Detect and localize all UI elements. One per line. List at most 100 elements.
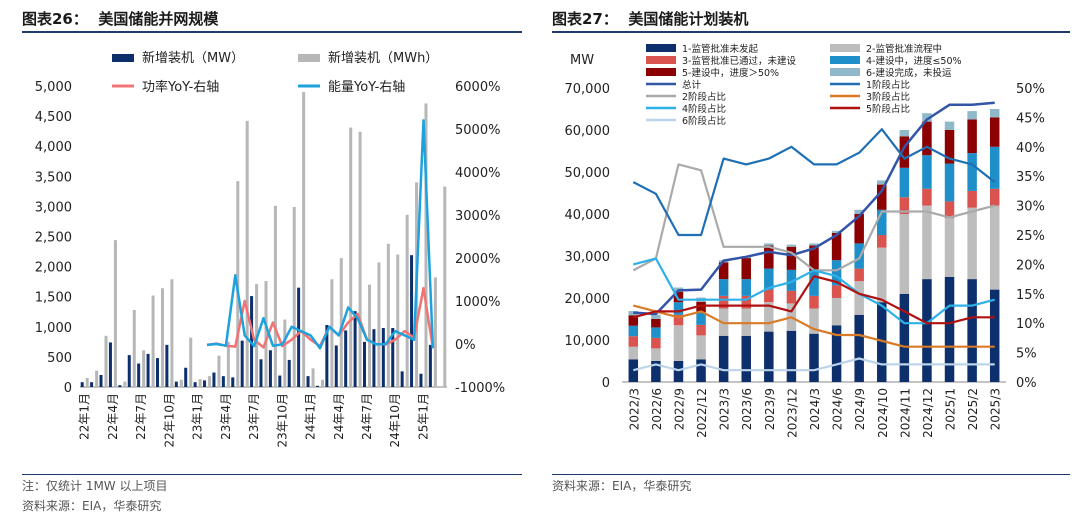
bar-stage4 [854,243,864,269]
bar-mw [344,330,348,387]
bar-mw [118,385,122,387]
bar-mw [372,329,376,387]
legend-swatch-stage5 [646,68,676,76]
legend-label-energy-yoy: 能量YoY-右轴 [328,80,405,95]
bar-mwh [424,103,428,387]
bar-stage5 [899,136,910,168]
bar-stage6 [854,209,864,214]
y-left-tick-label: 3,500 [35,170,72,185]
bar-stage6 [944,121,955,130]
y-right-tick-label: 2000% [455,252,500,267]
bar-stage4 [786,269,797,291]
bar-mw [410,255,414,387]
x-tick-label: 2025/1 [944,388,958,430]
legend-label-stage2: 2-监管批准流程中 [866,43,942,55]
right-panel: 图表27： 美国储能计划装机 MW 1-监管批准未发起 2-监管批准流程中 3-监管批… [540,0,1080,522]
bar-stage5 [967,119,977,154]
bar-stage5 [831,232,842,261]
left-title: 图表26： 美国储能并网规模 [22,10,219,28]
x-tick-label: 2022/6 [650,388,664,430]
y-left-tick-label: 20,000 [565,292,611,307]
y-left-tick-label: 40,000 [565,208,611,223]
bar-stage2 [673,325,684,361]
bar-mwh [217,355,221,387]
bar-stage3 [696,324,706,336]
bar-stage1 [831,325,842,382]
bar-stage3 [854,268,864,282]
bar-mwh [170,279,174,387]
line-share6 [633,357,995,372]
x-tick-label: 2022/3 [627,388,641,430]
bar-stage2 [922,205,932,280]
bar-mwh [95,370,99,387]
legend-label-share3: 3阶段占比 [866,91,910,103]
y-left-tick-label: 10,000 [565,334,611,349]
bar-mw [193,382,197,387]
bar-mwh [245,120,249,387]
bar-stage1 [989,289,1000,382]
left-source: 资料来源：EIA，华泰研究 [22,499,162,513]
y-right-tick-label: 15% [1016,288,1045,303]
bar-stage6 [877,180,887,185]
bar-stage6 [809,243,819,246]
bar-mw [419,373,423,387]
y-left-tick-label: 4,500 [35,110,72,125]
bar-mwh [368,284,372,387]
bar-stage1 [967,279,977,382]
bar-mw [381,328,385,387]
bar-mwh [311,368,315,387]
y-left-tick-label: 1,500 [35,291,72,306]
legend-swatch-stage6 [830,68,860,76]
bar-stage3 [899,197,910,214]
legend-label-share2: 2阶段占比 [682,91,726,103]
bar-stage3 [628,336,639,347]
bar-mw [174,381,178,387]
y-right-tick-label: 45% [1016,111,1045,126]
y-left-unit-label: MW [570,53,594,68]
bar-mwh [113,240,117,387]
bar-mw [127,355,131,387]
legend-label-total: 总计 [682,79,702,91]
bar-mwh [189,337,193,387]
bar-stage4 [831,260,842,286]
bar-mw [278,375,282,387]
bar-stage4 [696,312,706,325]
right-chart: MW 1-监管批准未发起 2-监管批准流程中 3-监管批准已通过，未建设 4-建设中，进… [565,43,1045,438]
y-left-tick-label: 1,000 [35,321,72,336]
bar-stage1 [741,335,751,382]
legend-swatch-mwh [298,54,320,62]
bar-stage3 [718,295,729,309]
bar-stage2 [831,298,842,326]
bar-mwh [85,377,89,387]
legend-label-mw: 新增装机（MW） [142,50,244,66]
line-share5 [633,275,995,325]
bar-stage4 [809,270,819,296]
line-share3 [633,304,995,348]
bar-stage3 [651,337,661,349]
bar-stage6 [922,113,932,122]
bar-stage4 [922,155,932,189]
bar-mw [306,376,310,387]
bar-stage4 [741,279,751,296]
right-bottom-rule [552,474,1070,475]
legend-label-stage1: 1-监管批准未发起 [682,43,758,55]
bar-mwh [302,92,306,387]
bar-stage3 [786,290,797,304]
bar-mw [363,341,367,387]
bar-mwh [142,350,146,387]
bar-stage4 [967,153,977,191]
legend-label-mwh: 新增装机（MWh） [328,50,438,66]
bar-stage5 [673,291,684,303]
bar-stage1 [877,302,887,382]
bar-mw [80,382,84,387]
bar-mwh [443,186,447,387]
bar-mwh [273,205,277,387]
bar-stage4 [718,279,729,296]
x-tick-label: 2022/12 [695,388,709,438]
bar-mwh [104,335,108,387]
bar-stage5 [854,214,864,244]
bar-stage2 [764,302,774,332]
x-tick-label: 24年4月 [332,393,346,440]
bar-mw [268,350,272,387]
bar-stage6 [967,111,977,120]
